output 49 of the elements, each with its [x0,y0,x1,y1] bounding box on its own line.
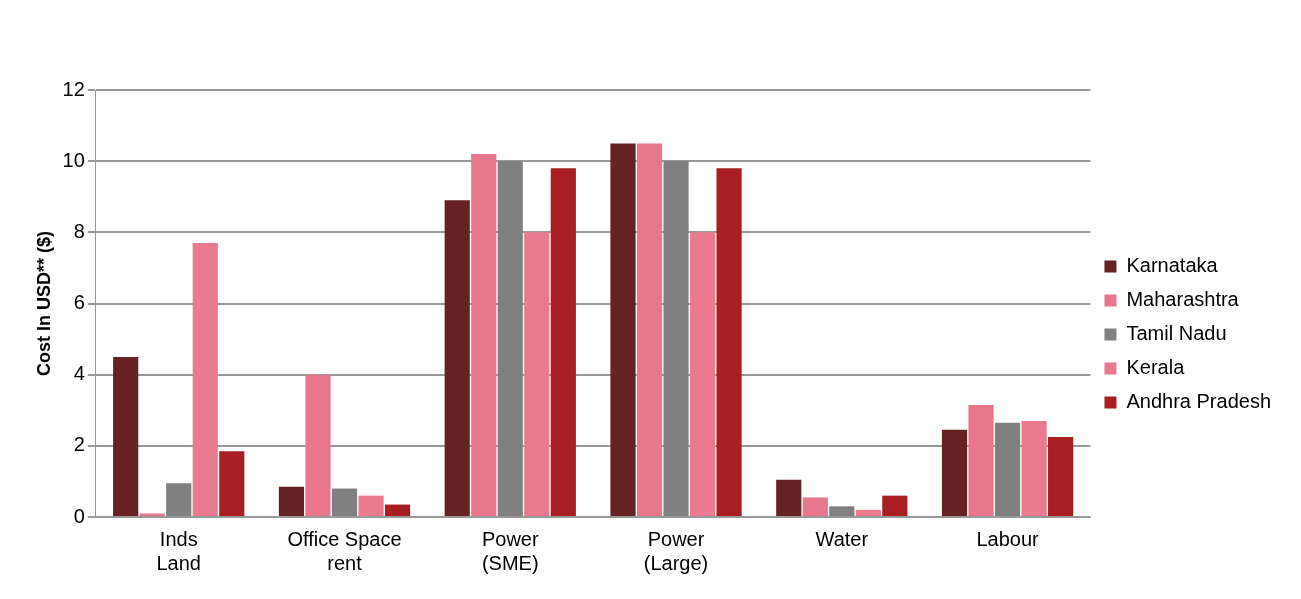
bar [550,168,576,516]
bar [331,488,358,516]
y-tick-label: 4 [73,362,85,385]
bar [192,243,218,516]
bar [113,356,139,516]
bar [278,486,305,516]
bar [166,483,192,516]
bar [941,429,968,516]
y-tick-label: 10 [62,148,85,171]
x-tick-label: Power (Large) [643,527,709,574]
legend-label: Kerala [1126,356,1186,379]
legend-label: Maharashtra [1126,288,1240,311]
bar [689,232,716,516]
bar [219,451,245,516]
bar [384,504,411,516]
bar [444,200,470,516]
bar [663,161,689,516]
bar [636,143,663,516]
bar [716,168,742,516]
y-tick-label: 2 [73,433,85,456]
x-tick-label: Power (SME) [481,527,539,574]
bar [139,513,165,516]
bar [497,161,523,516]
y-tick-label: 0 [73,504,85,527]
bar [855,509,881,516]
x-tick-label: Labour [976,527,1040,550]
bar [829,506,855,516]
bar [968,404,994,516]
bar [882,495,908,516]
bar [776,479,802,516]
legend-label: Karnataka [1126,254,1219,277]
x-tick-label: Water [815,527,869,550]
bar [994,422,1021,516]
bar [305,374,331,516]
bar [610,143,636,516]
legend-label: Tamil Nadu [1126,322,1227,345]
y-tick-label: 8 [73,219,85,242]
bar [1021,420,1047,516]
x-tick-label: Inds Land [156,527,201,574]
bar [802,497,828,516]
bar [524,232,550,516]
y-tick-label: 12 [62,77,85,100]
bar [471,154,497,516]
legend-label: Andhra Pradesh [1126,390,1272,413]
y-tick-label: 6 [73,291,85,314]
bar [1048,436,1074,516]
x-tick-label: Office Space rent [287,527,402,574]
bar [358,495,384,516]
y-axis-title: Cost In USD** ($) [33,230,54,377]
